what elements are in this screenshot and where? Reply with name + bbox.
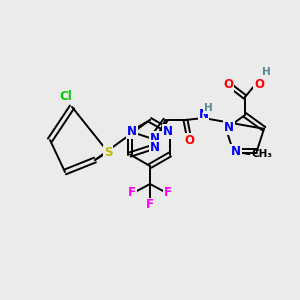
Text: O: O [184, 134, 194, 146]
Text: N: N [150, 141, 160, 154]
Text: O: O [223, 79, 233, 92]
Text: N: N [150, 132, 160, 145]
Text: N: N [127, 125, 137, 138]
Text: N: N [163, 125, 173, 138]
Text: F: F [128, 185, 136, 199]
Text: CH₃: CH₃ [251, 149, 272, 159]
Text: F: F [164, 185, 172, 199]
Text: O: O [254, 79, 264, 92]
Text: F: F [146, 199, 154, 212]
Text: N: N [231, 145, 241, 158]
Text: S: S [104, 146, 112, 158]
Text: N: N [199, 109, 208, 122]
Text: Cl: Cl [60, 91, 72, 103]
Text: H: H [262, 67, 270, 77]
Text: N: N [224, 121, 234, 134]
Text: H: H [204, 103, 213, 113]
